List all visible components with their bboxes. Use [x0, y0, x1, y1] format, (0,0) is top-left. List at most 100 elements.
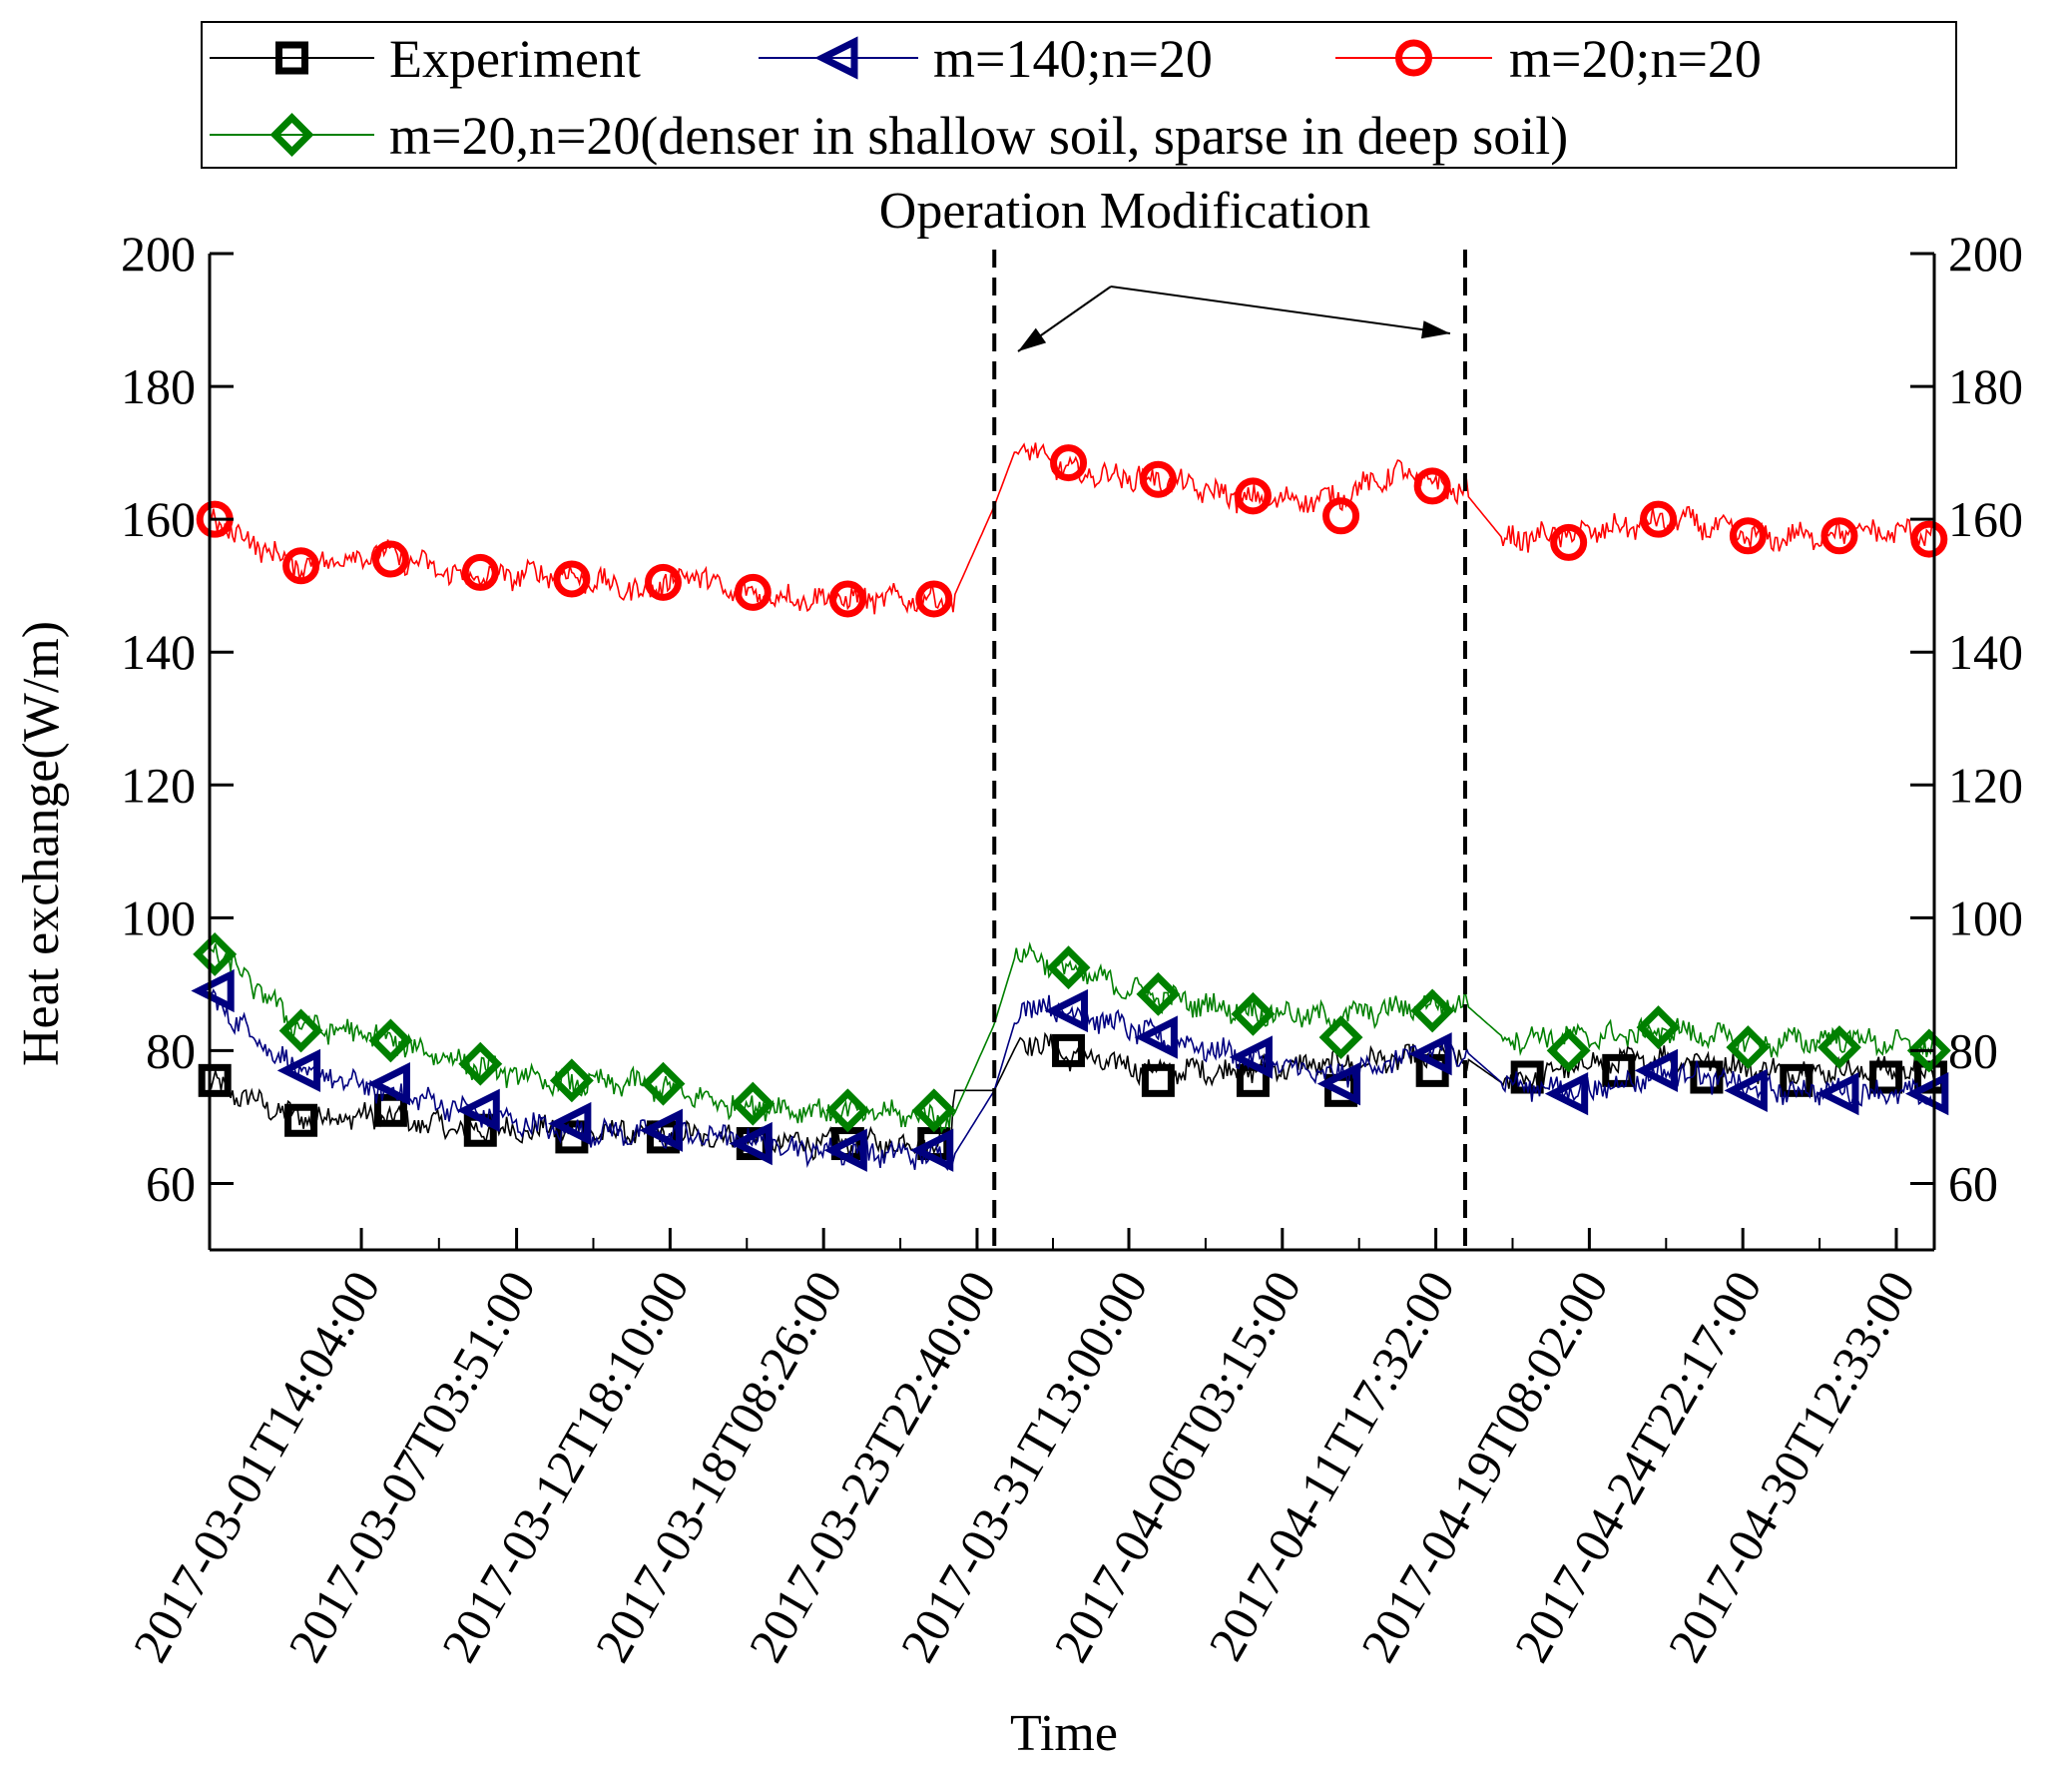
marker-2-9	[1050, 444, 1088, 482]
marker-3-11	[1231, 991, 1276, 1036]
marker-1-17	[1815, 1071, 1859, 1116]
marker-1-13	[1408, 1032, 1452, 1076]
series-line-2	[209, 442, 1935, 615]
marker-3-12	[1318, 1015, 1363, 1060]
marker-2-5	[644, 563, 682, 601]
legend-label-3: m=20,n=20(denser in shallow soil, sparse…	[389, 106, 1568, 166]
legend: Experiment m=140;n=20 m=20;n=20 m=20,n=20(d…	[201, 21, 1957, 169]
marker-0-0	[198, 1063, 232, 1097]
marker-0-1	[284, 1103, 318, 1137]
marker-2-15	[1640, 500, 1678, 538]
y-tick-label-right-3: 120	[1948, 757, 2023, 813]
y-tick-label-left-0: 60	[146, 1155, 196, 1211]
y-tick-label-right-0: 60	[1948, 1155, 1998, 1211]
annotation-arrow-right	[1110, 286, 1451, 334]
x-axis-title: Time	[1010, 1705, 1118, 1762]
annotation-arrowhead-left	[1018, 327, 1047, 351]
marker-3-16	[1726, 1025, 1771, 1070]
marker-2-14	[1550, 523, 1588, 561]
series-2	[196, 442, 1948, 618]
y-tick-label-left-4: 140	[121, 624, 196, 680]
marker-1-14	[1544, 1071, 1589, 1116]
y-tick-label-right-1: 80	[1948, 1022, 1998, 1078]
marker-1-8	[909, 1128, 954, 1172]
marker-0-10	[1141, 1063, 1175, 1097]
annotation-text: Operation Modification	[879, 183, 1370, 240]
marker-1-18	[1904, 1071, 1949, 1116]
marker-2-6	[734, 573, 772, 611]
marker-1-5	[639, 1108, 683, 1152]
marker-1-9	[1044, 988, 1089, 1033]
marker-3-18	[1906, 1028, 1951, 1073]
marker-3-7	[825, 1088, 870, 1133]
legend-marker-0	[275, 41, 308, 75]
marker-2-12	[1322, 497, 1360, 535]
y-tick-label-right-7: 200	[1948, 226, 2023, 282]
y-tick-label-right-6: 180	[1948, 358, 2023, 414]
marker-0-2	[373, 1093, 407, 1127]
marker-2-4	[553, 560, 591, 598]
marker-3-2	[368, 1018, 413, 1063]
marker-1-0	[191, 968, 235, 1013]
y-tick-label-right-4: 140	[1948, 624, 2023, 680]
marker-1-3	[456, 1088, 500, 1132]
y-tick-label-left-3: 120	[121, 757, 196, 813]
legend-label-2: m=20;n=20	[1509, 29, 1762, 89]
marker-2-3	[461, 553, 499, 591]
y-tick-label-left-6: 180	[121, 358, 196, 414]
legend-box	[201, 21, 1957, 169]
series-1	[191, 968, 1949, 1172]
marker-1-2	[366, 1062, 410, 1106]
marker-1-7	[823, 1128, 867, 1172]
marker-1-11	[1229, 1035, 1273, 1079]
legend-marker-1	[814, 36, 858, 80]
annotation-arrowhead-right	[1421, 320, 1450, 339]
marker-0-18	[1869, 1060, 1903, 1094]
y-tick-label-right-2: 100	[1948, 889, 2023, 945]
legend-label-1: m=140;n=20	[933, 29, 1213, 89]
y-tick-label-left-7: 200	[121, 226, 196, 282]
y-tick-label-left-5: 160	[121, 491, 196, 547]
marker-3-14	[1546, 1028, 1591, 1073]
marker-2-8	[915, 580, 953, 618]
marker-1-12	[1316, 1062, 1361, 1106]
marker-2-1	[282, 547, 320, 585]
marker-3-0	[193, 931, 238, 976]
marker-3-8	[911, 1088, 956, 1133]
marker-2-2	[371, 540, 409, 578]
marker-1-15	[1634, 1048, 1679, 1093]
marker-2-17	[1820, 517, 1858, 555]
marker-1-10	[1134, 1015, 1178, 1059]
y-axis-title: Heat exchange(W/m)	[13, 621, 70, 1066]
marker-1-1	[276, 1048, 321, 1093]
marker-2-10	[1139, 460, 1177, 498]
marker-0-15	[1602, 1053, 1636, 1087]
marker-2-13	[1413, 467, 1451, 505]
marker-1-6	[729, 1121, 773, 1166]
marker-1-4	[548, 1101, 592, 1146]
marker-3-6	[731, 1081, 776, 1126]
marker-3-9	[1046, 945, 1091, 990]
series-3	[193, 931, 1951, 1134]
marker-1-16	[1724, 1068, 1768, 1112]
marker-3-5	[641, 1061, 686, 1106]
y-tick-label-left-2: 100	[121, 889, 196, 945]
marker-3-4	[549, 1058, 594, 1103]
marker-3-13	[1410, 988, 1455, 1033]
y-tick-label-left-1: 80	[146, 1022, 196, 1078]
marker-2-18	[1910, 520, 1948, 558]
marker-3-15	[1636, 1005, 1681, 1050]
marker-3-1	[278, 1008, 323, 1053]
marker-2-11	[1234, 477, 1272, 515]
y-tick-label-right-5: 160	[1948, 491, 2023, 547]
marker-0-9	[1052, 1033, 1086, 1067]
legend-marker-3	[269, 113, 314, 157]
legend-marker-2	[1395, 39, 1432, 77]
legend-label-0: Experiment	[389, 29, 641, 89]
marker-3-3	[458, 1041, 503, 1086]
marker-3-17	[1817, 1025, 1861, 1070]
marker-2-7	[828, 580, 866, 618]
marker-2-16	[1729, 517, 1767, 555]
marker-3-10	[1136, 971, 1181, 1016]
